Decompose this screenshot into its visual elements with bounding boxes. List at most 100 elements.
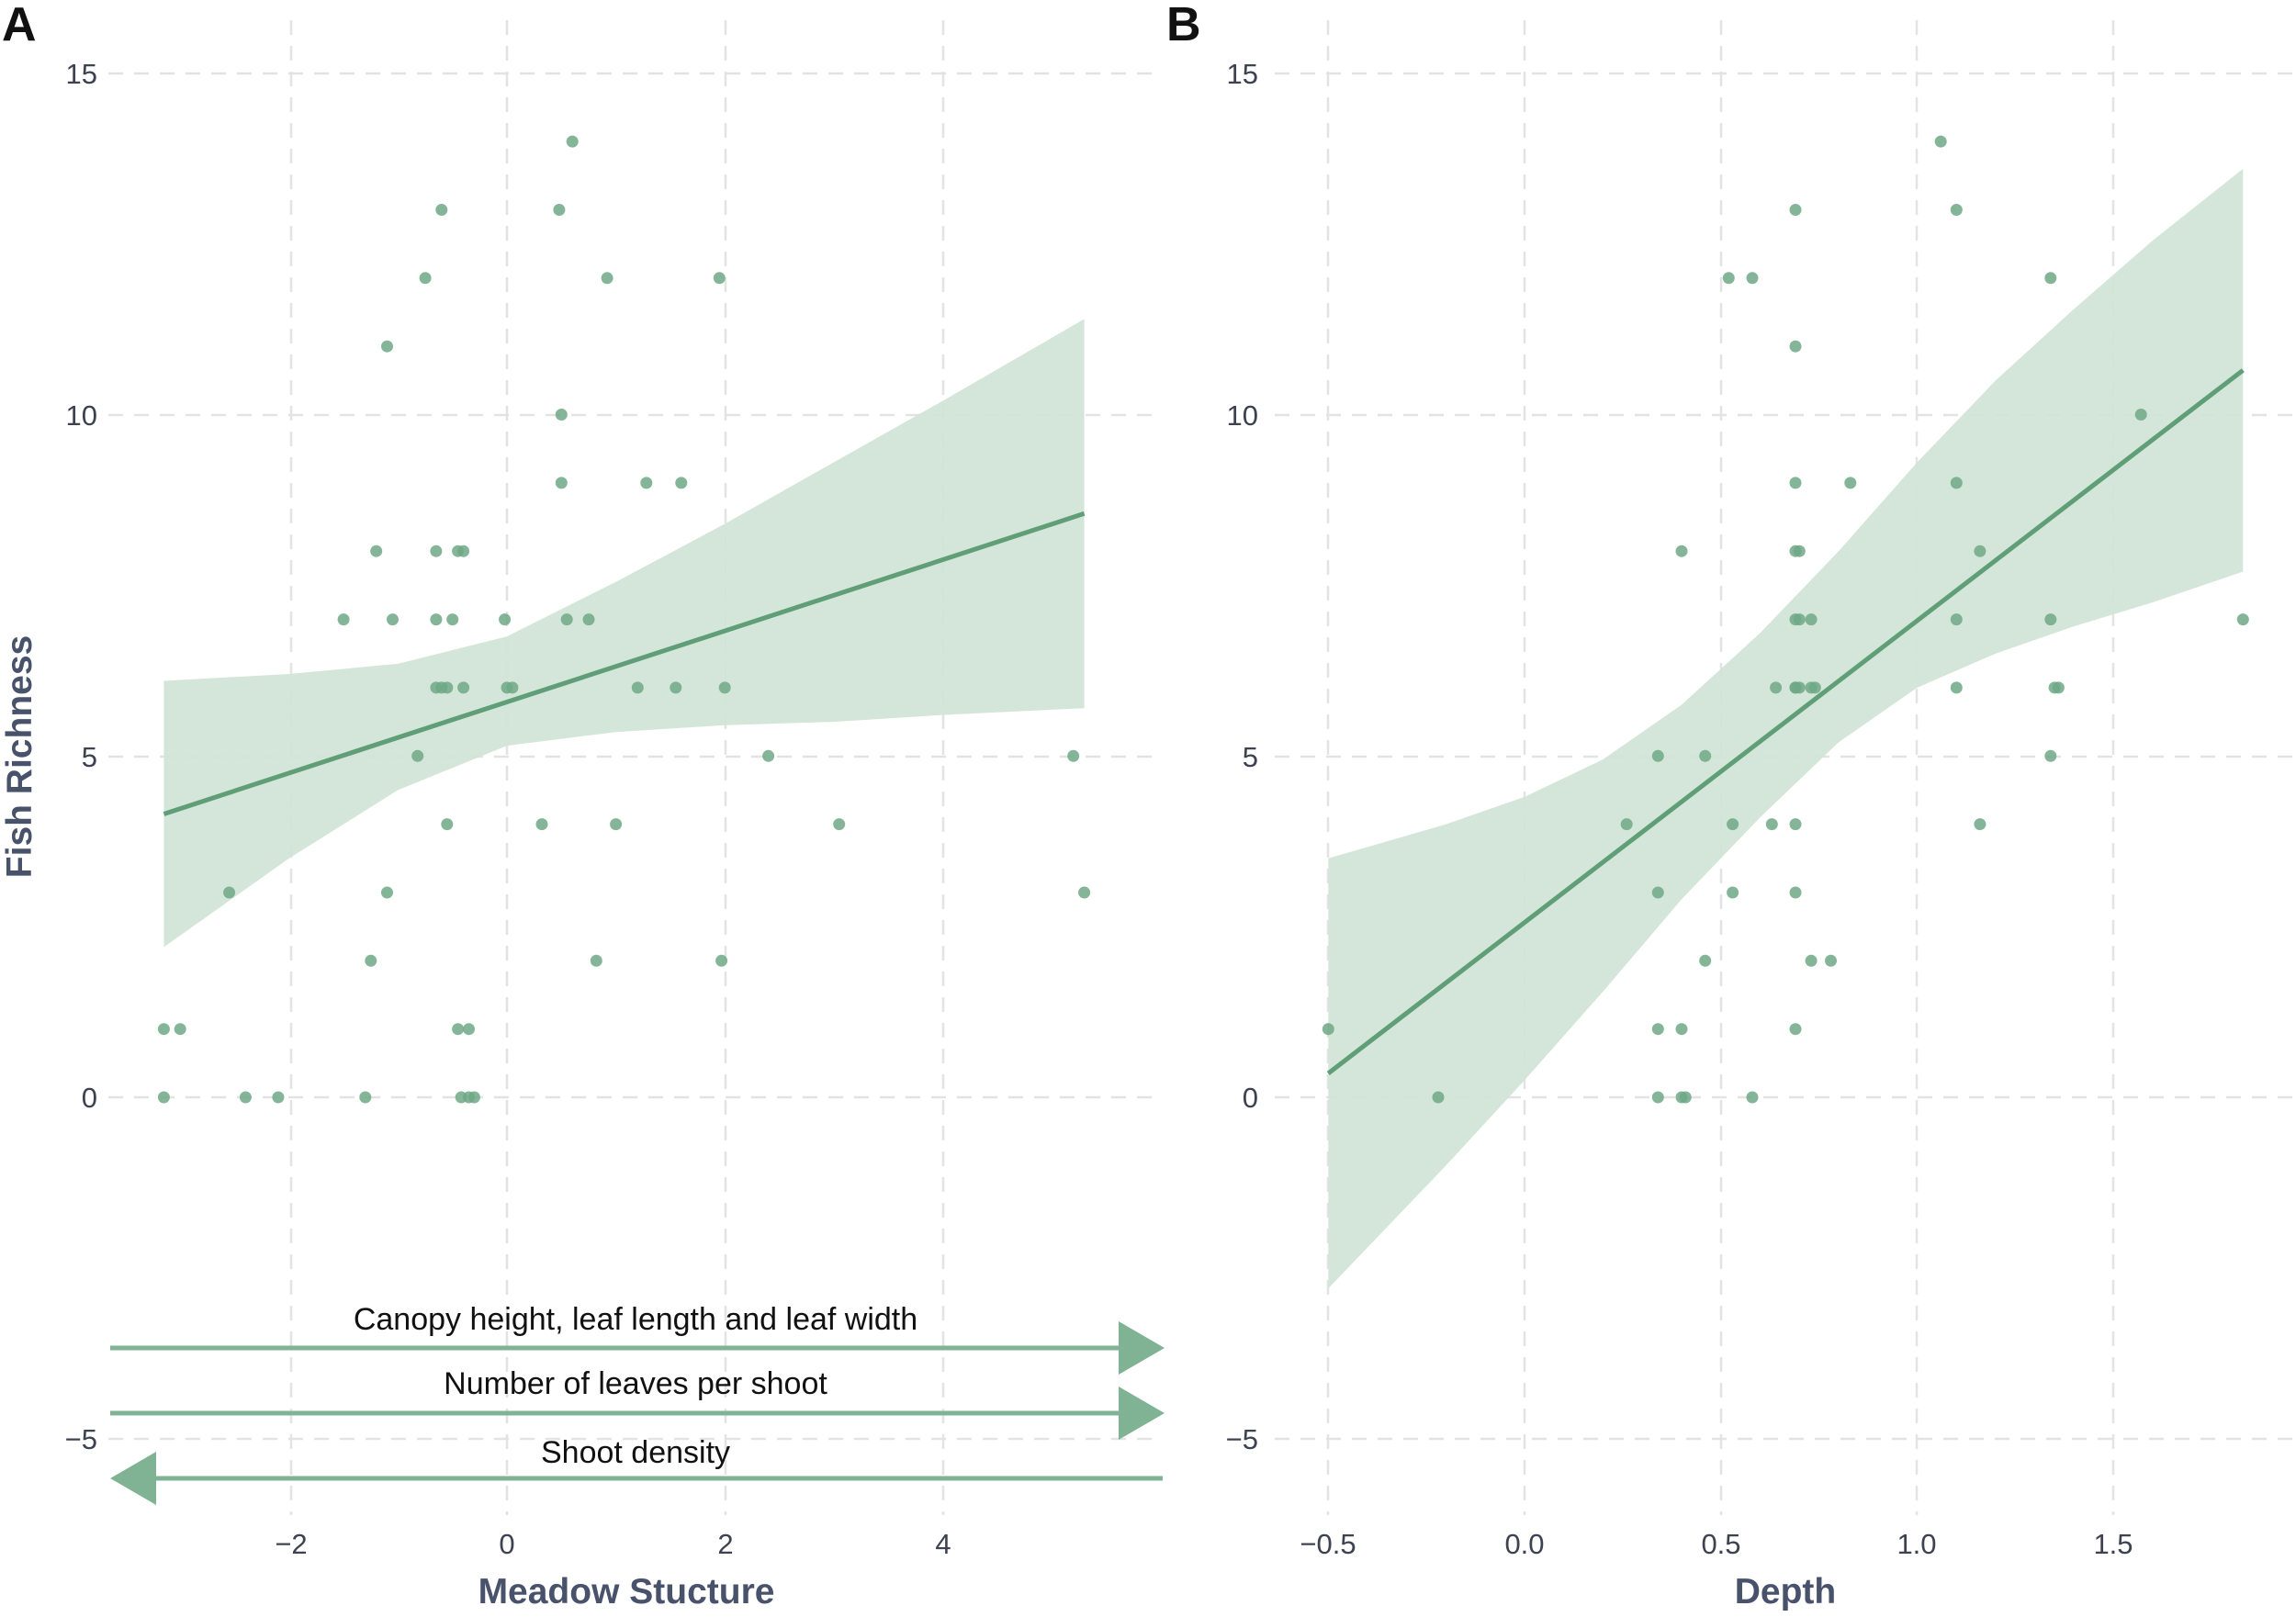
panel-b-y-ticks: −5 0 5 10 15 bbox=[1226, 58, 1258, 1455]
panel-a-point-53 bbox=[1067, 749, 1080, 762]
arrow-canopy-head bbox=[1119, 1321, 1165, 1375]
panel-a-point-37 bbox=[555, 409, 568, 421]
panel-b-point-6 bbox=[1651, 1091, 1664, 1104]
panel-a-y-ticks: −5 0 5 10 15 bbox=[65, 58, 97, 1455]
panel-a-point-39 bbox=[560, 613, 573, 626]
panel-a-point-4 bbox=[272, 1091, 285, 1104]
panel-a-x-axis-title: Meadow Stucture bbox=[478, 1572, 775, 1611]
panel-b: B −5 0 5 10 15 −0.5 0.0 0.5 1.0 bbox=[1166, 0, 2293, 1611]
panel-a-point-6 bbox=[359, 1091, 372, 1104]
panel-a-point-47 bbox=[675, 477, 688, 489]
panel-a-xtick-0: −2 bbox=[275, 1528, 307, 1560]
panel-a-point-36 bbox=[553, 204, 566, 216]
panel-b-point-41 bbox=[1950, 477, 1963, 489]
panel-a-point-29 bbox=[411, 749, 424, 762]
panel-a-point-28 bbox=[430, 681, 443, 694]
panel-a-point-11 bbox=[337, 613, 350, 626]
panel-b-point-13 bbox=[1722, 272, 1735, 285]
panel-b-point-50 bbox=[2052, 681, 2065, 694]
panel-b-ytick-2: 5 bbox=[1243, 741, 1258, 773]
panel-b-point-18 bbox=[1765, 818, 1778, 831]
panel-b-point-33 bbox=[1805, 613, 1818, 626]
panel-a-xtick-3: 4 bbox=[935, 1528, 951, 1560]
panel-b-point-21 bbox=[1789, 340, 1802, 353]
panel-b-xtick-3: 1.0 bbox=[1896, 1528, 1936, 1560]
panel-b-ytick-3: 10 bbox=[1227, 399, 1258, 432]
panel-b-point-45 bbox=[1974, 818, 1986, 831]
panel-b-point-37 bbox=[1825, 954, 1837, 967]
panel-b-xtick-1: 0.0 bbox=[1504, 1528, 1544, 1560]
panel-b-point-44 bbox=[1974, 545, 1986, 557]
panel-a-point-16 bbox=[430, 613, 443, 626]
panel-a-point-33 bbox=[506, 681, 519, 694]
panel-a-xtick-2: 2 bbox=[717, 1528, 733, 1560]
panel-a-point-21 bbox=[457, 545, 470, 557]
panel-a-point-46 bbox=[670, 681, 682, 694]
panel-a-point-38 bbox=[555, 477, 568, 489]
panel-b-ytick-1: 0 bbox=[1243, 1082, 1258, 1114]
panel-a-point-18 bbox=[441, 681, 454, 694]
panel-a-point-9 bbox=[381, 886, 393, 899]
panel-a-point-31 bbox=[499, 613, 512, 626]
panel-b-x-axis-title: Depth bbox=[1735, 1572, 1837, 1611]
panel-a-point-23 bbox=[452, 1023, 465, 1036]
panel-a-point-49 bbox=[718, 681, 731, 694]
panel-a-point-3 bbox=[239, 1091, 252, 1104]
panel-b-point-48 bbox=[2044, 749, 2057, 762]
panel-a-point-35 bbox=[566, 135, 579, 148]
panel-a-point-22 bbox=[457, 681, 470, 694]
panel-b-point-31 bbox=[1793, 613, 1806, 626]
panel-b-regression-line bbox=[1326, 368, 2245, 1075]
panel-b-point-5 bbox=[1651, 1023, 1664, 1036]
panel-b-point-32 bbox=[1793, 681, 1806, 694]
panel-a-point-13 bbox=[419, 272, 432, 285]
panel-a-ytick-4: 15 bbox=[66, 58, 97, 90]
arrow-label-shoot-density: Shoot density bbox=[541, 1435, 730, 1470]
panel-b-point-1 bbox=[1432, 1091, 1445, 1104]
panel-a-point-54 bbox=[1078, 886, 1091, 899]
panel-a-ytick-2: 5 bbox=[82, 741, 97, 773]
panel-a-ytick-0: −5 bbox=[65, 1423, 97, 1455]
panel-a-point-0 bbox=[157, 1023, 170, 1036]
panel-a-point-30 bbox=[441, 818, 454, 831]
panel-a-point-43 bbox=[610, 818, 623, 831]
panel-b-ytick-0: −5 bbox=[1226, 1423, 1258, 1455]
panel-b-point-12 bbox=[1699, 954, 1712, 967]
panel-a-regression-line bbox=[163, 511, 1086, 816]
panel-b-point-4 bbox=[1651, 886, 1664, 899]
panel-b-point-8 bbox=[1675, 1023, 1688, 1036]
panel-b-point-28 bbox=[1789, 1023, 1802, 1036]
panel-a-point-51 bbox=[762, 749, 775, 762]
panel-b-point-27 bbox=[1789, 886, 1802, 899]
panel-b-point-30 bbox=[1793, 545, 1806, 557]
panel-b-points bbox=[1322, 135, 2249, 1104]
panel-a: A −5 0 5 10 15 −2 0 2 4 Meadow bbox=[0, 0, 1165, 1611]
panel-b-point-16 bbox=[1746, 272, 1759, 285]
panel-b-x-ticks: −0.5 0.0 0.5 1.0 1.5 bbox=[1300, 1528, 2133, 1560]
panel-a-point-34 bbox=[535, 818, 548, 831]
panel-b-point-22 bbox=[1789, 477, 1802, 489]
panel-a-point-45 bbox=[640, 477, 653, 489]
panel-b-point-47 bbox=[2044, 613, 2057, 626]
panel-b-point-3 bbox=[1651, 749, 1664, 762]
panel-b-point-0 bbox=[1322, 1023, 1334, 1036]
panel-a-point-48 bbox=[713, 272, 726, 285]
panel-a-confidence-band bbox=[163, 319, 1085, 948]
panel-a-point-50 bbox=[715, 954, 728, 967]
panel-b-point-11 bbox=[1699, 749, 1712, 762]
panel-b-point-39 bbox=[1934, 135, 1947, 148]
panel-b-point-14 bbox=[1727, 818, 1739, 831]
panel-a-point-8 bbox=[370, 545, 383, 557]
panel-a-point-42 bbox=[601, 272, 613, 285]
panel-b-label: B bbox=[1166, 0, 1201, 51]
panel-a-x-ticks: −2 0 2 4 bbox=[275, 1528, 951, 1560]
panel-b-point-15 bbox=[1727, 886, 1739, 899]
panel-a-point-14 bbox=[435, 204, 448, 216]
panel-a-point-7 bbox=[365, 954, 377, 967]
panel-b-point-17 bbox=[1746, 1091, 1759, 1104]
panel-a-point-10 bbox=[381, 340, 393, 353]
panel-a-point-1 bbox=[174, 1023, 186, 1036]
panel-a-point-2 bbox=[157, 1091, 170, 1104]
panel-b-point-19 bbox=[1770, 681, 1783, 694]
panel-b-confidence-band bbox=[1328, 168, 2244, 1289]
